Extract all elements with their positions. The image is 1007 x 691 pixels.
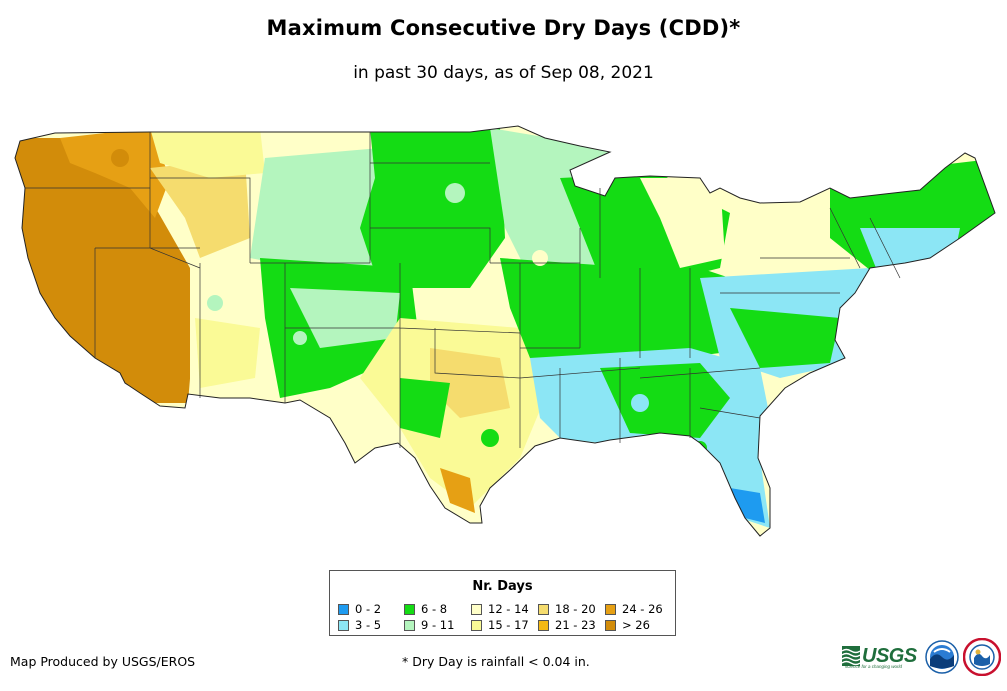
legend: Nr. Days 0 - 2 3 - 5 6 - 8 9 - 11 12 - 1… bbox=[329, 570, 676, 636]
usgs-wordmark: USGS bbox=[862, 644, 917, 667]
legend-label: 0 - 2 bbox=[355, 602, 382, 616]
legend-label: 24 - 26 bbox=[622, 602, 663, 616]
legend-swatch bbox=[338, 619, 349, 631]
legend-label: 21 - 23 bbox=[555, 618, 596, 632]
usgs-wave-icon bbox=[842, 646, 860, 666]
usgs-tagline: science for a changing world bbox=[845, 664, 903, 669]
legend-swatch bbox=[338, 603, 349, 615]
us-cdd-map bbox=[14, 125, 996, 537]
legend-swatch bbox=[605, 603, 616, 615]
producer-credit: Map Produced by USGS/EROS bbox=[10, 654, 196, 669]
map-subtitle: in past 30 days, as of Sep 08, 2021 bbox=[353, 63, 654, 83]
legend-swatch bbox=[471, 619, 482, 631]
legend-label: 6 - 8 bbox=[421, 602, 448, 616]
legend-swatch bbox=[471, 603, 482, 615]
legend-item: 3 - 5 bbox=[338, 618, 381, 632]
map-title: Maximum Consecutive Dry Days (CDD)* bbox=[266, 16, 741, 40]
legend-swatch bbox=[538, 619, 549, 631]
legend-item: 24 - 26 bbox=[605, 602, 663, 616]
legend-swatch bbox=[538, 603, 549, 615]
legend-item: 6 - 8 bbox=[404, 602, 447, 616]
dry-day-note: * Dry Day is rainfall < 0.04 in. bbox=[402, 654, 590, 669]
legend-title: Nr. Days bbox=[472, 579, 533, 594]
legend-swatch bbox=[404, 603, 415, 615]
legend-label: 15 - 17 bbox=[488, 618, 529, 632]
legend-label: 9 - 11 bbox=[421, 618, 455, 632]
state-borders bbox=[25, 132, 901, 448]
legend-item: 15 - 17 bbox=[471, 618, 529, 632]
legend-swatch bbox=[605, 619, 616, 631]
legend-item: 21 - 23 bbox=[538, 618, 596, 632]
legend-item: 12 - 14 bbox=[471, 602, 529, 616]
legend-label: 3 - 5 bbox=[355, 618, 382, 632]
legend-item: 18 - 20 bbox=[538, 602, 596, 616]
legend-item: 0 - 2 bbox=[338, 602, 381, 616]
legend-item: 9 - 11 bbox=[404, 618, 454, 632]
noaa-logo-icon bbox=[925, 640, 959, 674]
legend-label: 12 - 14 bbox=[488, 602, 529, 616]
legend-item: > 26 bbox=[605, 618, 650, 632]
legend-swatch bbox=[404, 619, 415, 631]
legend-label: > 26 bbox=[622, 618, 650, 632]
usgs-logo: USGS bbox=[842, 641, 922, 671]
nws-logo-icon bbox=[963, 638, 1001, 676]
legend-label: 18 - 20 bbox=[555, 602, 596, 616]
